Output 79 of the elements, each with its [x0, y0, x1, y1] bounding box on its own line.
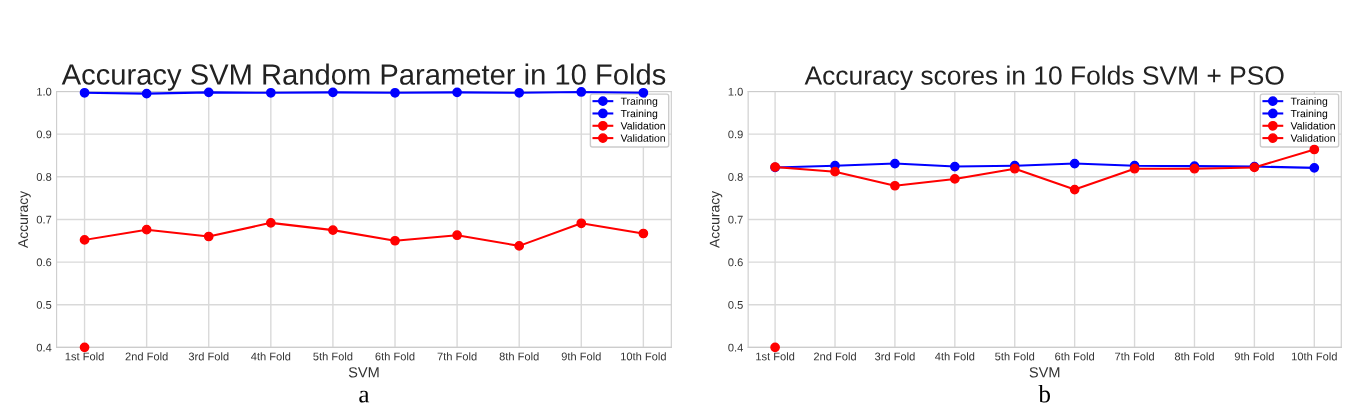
y-axis-title: Accuracy: [18, 190, 31, 248]
point: [203, 87, 214, 98]
point: [576, 87, 587, 97]
legend-label: Training: [1290, 97, 1328, 107]
point: [949, 174, 960, 184]
point: [1309, 162, 1320, 173]
point: [265, 87, 276, 98]
x-tick-label: 1st Fold: [65, 352, 104, 361]
x-tick-label: 10th Fold: [1291, 352, 1337, 361]
point: [452, 230, 462, 241]
legend-label: Training: [620, 109, 658, 120]
y-tick-label: 0.5: [36, 300, 52, 309]
x-tick-label: 6th Fold: [1055, 352, 1095, 361]
point: [514, 241, 525, 251]
point: [79, 342, 90, 353]
point: [830, 166, 840, 177]
x-tick-label: 5th Fold: [995, 352, 1035, 361]
legend-label: Validation: [620, 121, 665, 130]
x-tick-label: 4th Fold: [935, 352, 975, 361]
point: [390, 235, 400, 246]
legend-label: Validation: [620, 134, 665, 142]
y-tick-label: 0.6: [36, 258, 52, 267]
y-tick-label: 0.5: [728, 300, 743, 309]
x-axis-title: SVM: [1029, 367, 1060, 378]
legend-label: Validation: [1290, 134, 1335, 142]
x-tick-label: 7th Fold: [437, 352, 477, 361]
x-tick-label: 2nd Fold: [125, 352, 168, 361]
x-tick-label: 9th Fold: [561, 352, 601, 361]
chart-title: Accuracy scores in 10 Folds SVM + PSO: [804, 65, 1284, 91]
point: [770, 342, 780, 353]
legend-label: Training: [1290, 109, 1328, 120]
x-tick-label: 7th Fold: [1115, 352, 1154, 361]
point: [1309, 144, 1320, 155]
point: [203, 231, 214, 242]
y-tick-label: 0.4: [728, 343, 743, 352]
legend-label: Validation: [1290, 121, 1335, 130]
text: a: [359, 390, 370, 403]
point: [949, 161, 960, 172]
text: b: [1038, 385, 1050, 403]
point: [452, 87, 462, 98]
point: [328, 87, 338, 98]
point: [79, 235, 90, 245]
y-tick-label: 1.0: [37, 87, 52, 96]
point: [890, 180, 900, 191]
point: [328, 225, 338, 235]
y-axis-title: Accuracy: [709, 190, 723, 248]
x-tick-label: 1st Fold: [756, 352, 795, 361]
point: [890, 158, 900, 169]
x-axis-title: SVM: [348, 367, 379, 378]
x-tick-label: 2nd Fold: [813, 352, 856, 361]
y-tick-label: 0.9: [728, 130, 743, 139]
point: [1069, 158, 1080, 169]
x-tick-label: 9th Fold: [1234, 352, 1274, 361]
y-tick-label: 0.6: [728, 258, 743, 267]
y-tick-label: 1.0: [728, 87, 743, 96]
chart-title: Accuracy SVM Random Parameter in 10 Folds: [61, 63, 666, 91]
x-tick-label: 5th Fold: [313, 352, 353, 361]
x-tick-label: 3rd Fold: [188, 352, 229, 361]
y-tick-label: 0.4: [36, 343, 52, 352]
x-tick-label: 3rd Fold: [874, 352, 915, 361]
point: [514, 87, 525, 98]
y-tick-label: 0.8: [36, 173, 52, 181]
point: [1069, 184, 1080, 195]
x-tick-label: 10th Fold: [621, 352, 666, 361]
x-tick-label: 8th Fold: [499, 352, 539, 361]
point: [141, 224, 152, 235]
x-tick-label: 6th Fold: [375, 352, 415, 361]
point: [576, 218, 587, 229]
y-tick-label: 0.7: [36, 215, 52, 224]
point: [638, 228, 649, 239]
y-tick-label: 0.8: [728, 173, 743, 181]
x-tick-label: 8th Fold: [1174, 352, 1214, 361]
y-tick-label: 0.9: [36, 130, 52, 139]
y-tick-label: 0.7: [728, 215, 743, 224]
point: [265, 217, 276, 228]
point: [638, 87, 649, 98]
legend-label: Training: [620, 97, 658, 107]
point: [390, 87, 400, 98]
x-tick-label: 4th Fold: [251, 352, 291, 361]
